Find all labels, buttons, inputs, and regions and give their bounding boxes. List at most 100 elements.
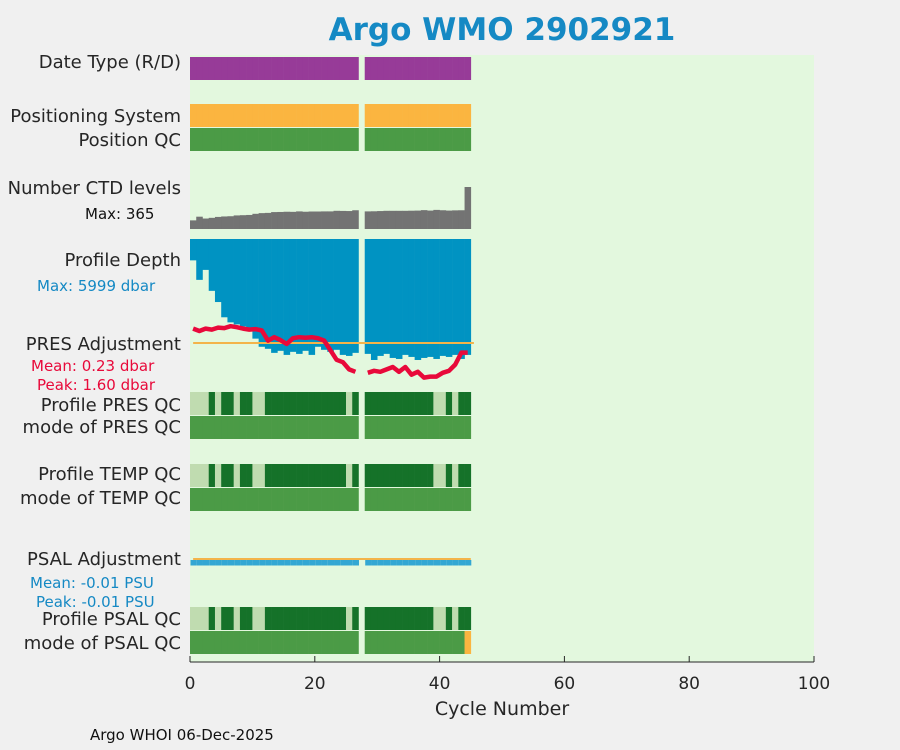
- position-qc-bar: [227, 128, 234, 151]
- positioning-system-bar: [427, 104, 434, 127]
- footer-credit: Argo WHOI 06-Dec-2025: [90, 726, 274, 744]
- profile-depth-bar: [264, 239, 272, 349]
- psal-adjustment-bar: [327, 560, 335, 566]
- mode-temp-qc-bar: [214, 488, 222, 511]
- mode-psal-qc-bar: [214, 631, 222, 654]
- date-type-bar: [364, 57, 372, 80]
- mode-pres-qc-bar: [339, 416, 347, 439]
- mode-temp-qc-bar: [264, 488, 272, 511]
- mode-psal-qc-bar: [233, 631, 241, 654]
- profile-temp-qc-bar: [296, 464, 303, 487]
- date-type-bar: [327, 57, 334, 80]
- mode-psal-qc-bar: [333, 631, 341, 654]
- positioning-system-bar: [302, 104, 309, 127]
- psal-adjustment-bar: [365, 560, 372, 566]
- date-type-bar: [308, 57, 316, 80]
- psal-adjustment-bar: [265, 560, 272, 566]
- profile-psal-qc-bar: [277, 607, 284, 630]
- position-qc-bar: [402, 128, 409, 151]
- positioning-system-bar: [283, 104, 291, 127]
- position-qc-bar: [289, 128, 297, 151]
- profile-temp-qc-bar: [252, 464, 259, 487]
- x-tick-label: 0: [184, 674, 196, 694]
- profile-depth-bar: [333, 239, 341, 350]
- profile-temp-qc-bar: [402, 464, 409, 487]
- date-type-bar: [464, 57, 472, 80]
- profile-temp-qc-bar: [321, 464, 328, 487]
- profile-psal-qc-bar: [246, 607, 253, 630]
- date-type-bar: [389, 57, 397, 80]
- profile-temp-qc-bar: [239, 464, 247, 487]
- profile-pres-qc-bar: [289, 392, 297, 415]
- psal-adjustment-bar: [402, 560, 409, 566]
- profile-temp-qc-bar: [439, 464, 447, 487]
- profile-temp-qc-bar: [233, 464, 241, 487]
- profile-pres-qc-bar: [395, 392, 403, 415]
- profile-pres-qc-bar: [458, 392, 465, 415]
- profile-pres-qc-bar: [227, 392, 234, 415]
- mode-pres-qc-bar: [452, 416, 459, 439]
- position-qc-bar: [433, 128, 440, 151]
- ctd-levels-bar: [302, 211, 309, 229]
- profile-depth-bar: [283, 239, 291, 355]
- psal-adjustment-bar: [190, 560, 197, 566]
- profile-temp-qc-bar: [452, 464, 459, 487]
- profile-depth-bar: [252, 239, 259, 339]
- mode-temp-qc-bar: [377, 488, 384, 511]
- profile-psal-qc-bar: [439, 607, 447, 630]
- mode-psal-qc-bar: [321, 631, 328, 654]
- mode-psal-qc-bar: [408, 631, 415, 654]
- profile-depth-bar: [221, 239, 228, 318]
- date-type-bar: [289, 57, 297, 80]
- date-type-bar: [402, 57, 409, 80]
- mode-psal-qc-bar: [427, 631, 434, 654]
- date-type-bar: [352, 57, 359, 80]
- date-type-bar: [314, 57, 322, 80]
- profile-depth-bar: [433, 239, 440, 359]
- profile-pres-qc-bar: [321, 392, 328, 415]
- profile-depth-bar: [239, 239, 247, 327]
- date-type-bar: [202, 57, 210, 80]
- profile-temp-qc-bar: [339, 464, 347, 487]
- profile-pres-qc-bar: [427, 392, 434, 415]
- profile-temp-qc-bar: [227, 464, 234, 487]
- profile-temp-qc-bar: [277, 464, 284, 487]
- ctd-levels-bar: [464, 187, 472, 229]
- position-qc-bar: [458, 128, 465, 151]
- date-type-bar: [190, 57, 197, 80]
- profile-temp-qc-bar: [377, 464, 384, 487]
- mode-temp-qc-bar: [202, 488, 210, 511]
- profile-temp-qc-bar: [352, 464, 359, 487]
- date-type-bar: [283, 57, 291, 80]
- profile-temp-qc-bar: [264, 464, 272, 487]
- mode-psal-qc-bar: [420, 631, 428, 654]
- profile-psal-qc-bar: [458, 607, 465, 630]
- profile-temp-qc-bar: [327, 464, 334, 487]
- profile-temp-qc-bar: [445, 464, 453, 487]
- positioning-system-bar: [296, 104, 303, 127]
- mode-psal-qc-bar: [395, 631, 403, 654]
- date-type-bar: [246, 57, 253, 80]
- psal-adjustment-bar: [421, 560, 428, 566]
- profile-pres-qc-bar: [464, 392, 472, 415]
- ctd-levels-bar: [427, 210, 434, 229]
- mode-pres-qc-bar: [408, 416, 415, 439]
- profile-psal-qc-bar: [395, 607, 403, 630]
- mode-temp-qc-bar: [289, 488, 297, 511]
- mode-psal-qc-bar: [452, 631, 459, 654]
- position-qc-bar: [464, 128, 472, 151]
- mode-temp-qc-bar: [221, 488, 228, 511]
- psal-adjustment-bar: [427, 560, 434, 566]
- date-type-bar: [258, 57, 266, 80]
- psal-adjustment-bar: [309, 560, 316, 566]
- positioning-system-bar: [190, 104, 197, 127]
- position-qc-bar: [439, 128, 447, 151]
- mode-psal-qc-bar: [302, 631, 309, 654]
- mode-psal-qc-bar: [352, 631, 359, 654]
- profile-depth-bar: [458, 239, 465, 359]
- mode-psal-qc-bar: [264, 631, 272, 654]
- profile-temp-qc-bar: [214, 464, 222, 487]
- profile-depth-bar: [395, 239, 403, 359]
- mode-temp-qc-bar: [389, 488, 397, 511]
- profile-temp-qc-bar: [314, 464, 322, 487]
